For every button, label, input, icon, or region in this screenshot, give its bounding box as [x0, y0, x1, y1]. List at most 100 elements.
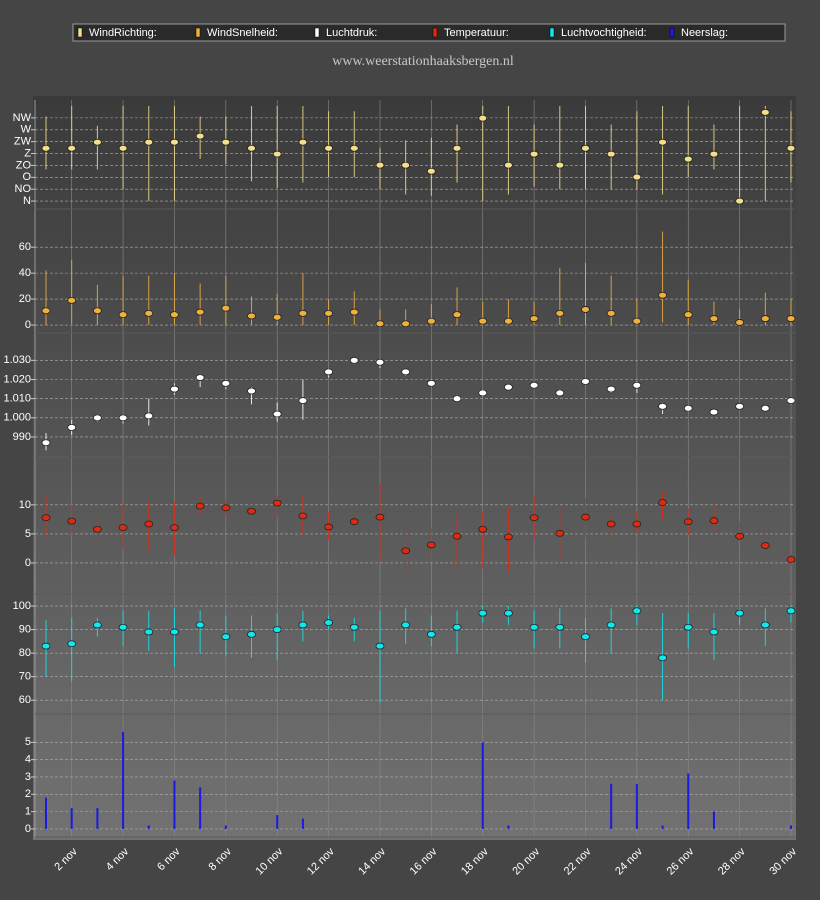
plot-area	[33, 96, 796, 840]
bar	[507, 825, 510, 829]
point	[555, 309, 565, 317]
point	[92, 525, 102, 533]
point	[324, 144, 333, 152]
point	[195, 621, 205, 629]
y-tick-label: 60	[19, 241, 31, 253]
point	[195, 374, 205, 381]
point	[529, 623, 539, 631]
y-tick-label: 0	[25, 557, 31, 569]
point	[272, 313, 282, 321]
point	[41, 439, 51, 447]
y-tick-label: 1.030	[3, 354, 31, 366]
point	[67, 517, 77, 525]
point	[170, 385, 179, 393]
point	[195, 132, 205, 140]
y-tick-label: 990	[13, 431, 31, 443]
point	[581, 378, 590, 385]
y-tick-label: NW	[13, 112, 32, 124]
point	[632, 173, 642, 181]
bar	[70, 808, 73, 829]
point	[504, 161, 513, 169]
point	[375, 161, 385, 169]
legend-label: WindRichting:	[89, 27, 157, 39]
point	[658, 499, 667, 506]
point	[298, 397, 308, 404]
y-tick-label: ZW	[14, 136, 32, 148]
point	[478, 317, 488, 325]
point	[349, 308, 359, 316]
point	[221, 138, 231, 146]
point	[760, 621, 770, 629]
point	[247, 312, 256, 320]
y-tick-label: Z	[24, 147, 31, 159]
bar	[481, 742, 484, 829]
y-tick-label: 80	[19, 647, 31, 659]
legend-swatch	[195, 27, 201, 38]
point	[658, 654, 667, 662]
point	[401, 547, 411, 555]
point	[709, 517, 719, 524]
point	[426, 541, 436, 549]
point	[606, 385, 616, 393]
point	[170, 524, 179, 531]
point	[709, 408, 719, 416]
point	[683, 311, 693, 319]
point	[735, 319, 745, 326]
point	[144, 520, 154, 528]
point	[658, 291, 667, 299]
point	[632, 317, 642, 325]
chart-title: www.weerstationhaaksbergen.nl	[332, 54, 514, 69]
legend-label: Luchtdruk:	[326, 27, 377, 39]
point	[41, 307, 51, 315]
point	[144, 309, 154, 317]
point	[709, 628, 719, 636]
y-tick-label: 2	[25, 788, 31, 800]
legend-label: Neerslag:	[681, 27, 728, 39]
point	[426, 317, 436, 325]
point	[298, 138, 308, 146]
point	[247, 144, 256, 152]
legend-box	[72, 23, 786, 42]
bar	[122, 731, 125, 829]
point	[298, 512, 308, 520]
point	[555, 161, 565, 169]
bar	[199, 787, 202, 829]
point	[349, 518, 359, 526]
point	[504, 317, 513, 325]
y-tick-label: 1.000	[3, 412, 31, 424]
y-tick-label: NO	[15, 183, 32, 195]
point	[452, 311, 462, 319]
legend-label: Luchtvochtigheid:	[561, 27, 647, 39]
bar	[147, 825, 150, 829]
point	[683, 404, 693, 412]
point	[272, 150, 282, 158]
point	[67, 640, 77, 648]
point	[401, 161, 411, 169]
point	[735, 197, 745, 205]
point	[195, 502, 205, 510]
point	[632, 520, 642, 528]
point	[298, 309, 308, 317]
point	[247, 507, 256, 515]
point	[683, 623, 693, 631]
point	[555, 389, 565, 397]
point	[67, 424, 77, 431]
point	[709, 315, 719, 322]
point	[555, 623, 565, 631]
y-tick-label: 10	[19, 499, 31, 511]
point	[144, 628, 154, 636]
point	[735, 532, 745, 540]
point	[452, 532, 462, 540]
y-tick-label: 0	[25, 823, 31, 835]
point	[478, 114, 488, 122]
point	[529, 514, 539, 522]
point	[504, 533, 513, 541]
point	[247, 387, 256, 395]
point	[529, 315, 539, 322]
bar	[45, 797, 47, 829]
y-tick-label: N	[23, 195, 31, 207]
point	[555, 529, 565, 537]
point	[375, 320, 385, 328]
point	[632, 607, 642, 615]
